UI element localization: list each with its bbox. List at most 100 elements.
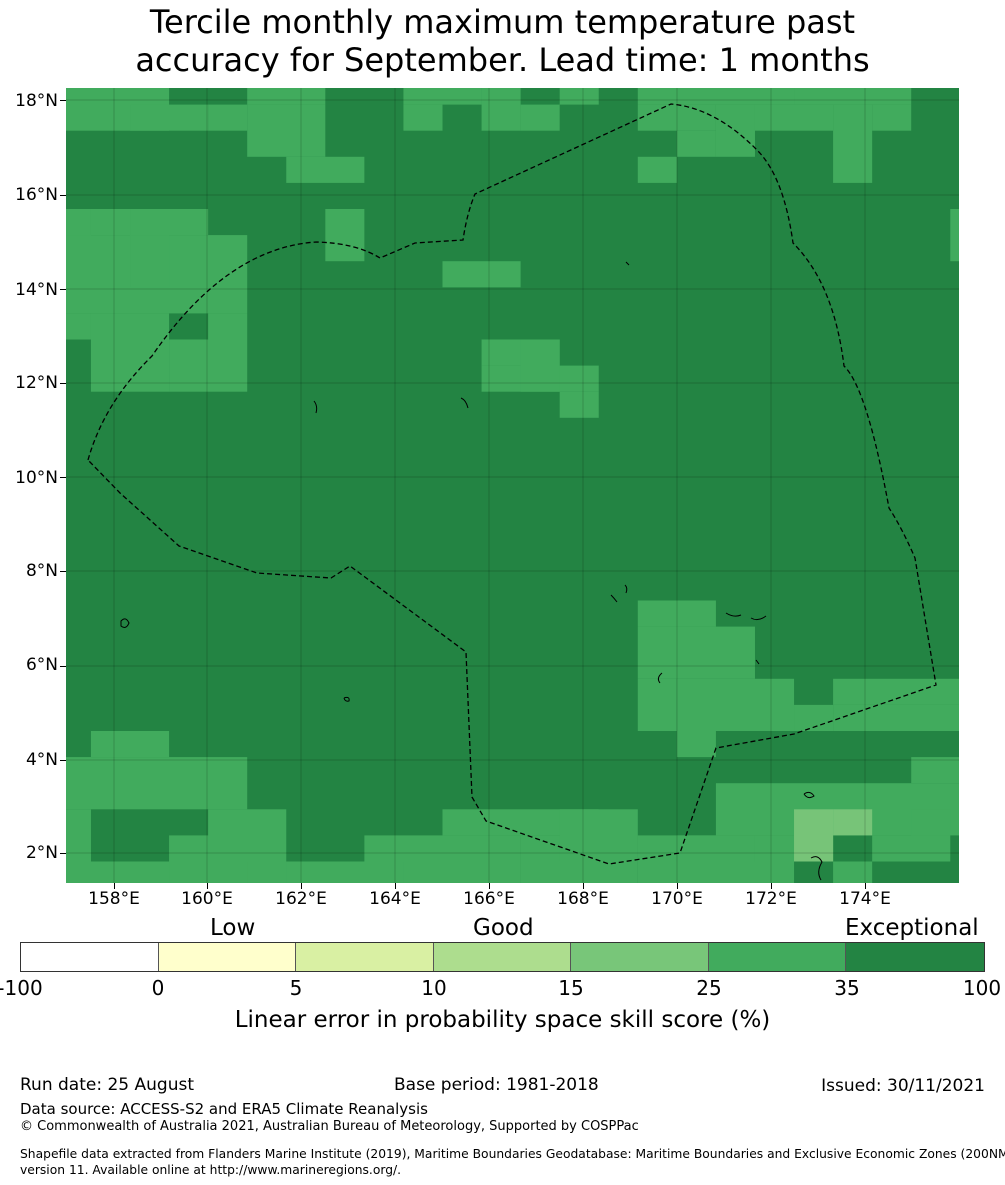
copyright: © Commonwealth of Australia 2021, Austra… xyxy=(20,1119,639,1134)
skill-cell xyxy=(66,809,91,862)
lat-label-2n: 2°N xyxy=(25,843,58,863)
lat-tick xyxy=(60,477,66,478)
skill-cell xyxy=(676,835,755,862)
lat-label-14n: 14°N xyxy=(15,280,58,300)
skill-cell xyxy=(247,104,326,157)
skill-cell xyxy=(559,391,599,418)
issued-date: Issued: 30/11/2021 xyxy=(821,1076,985,1096)
lat-label-12n: 12°N xyxy=(15,373,58,393)
skill-cell xyxy=(637,678,677,731)
lon-label-162e: 162°E xyxy=(275,889,327,909)
skill-cell xyxy=(130,235,170,288)
atoll-outlines xyxy=(120,261,823,881)
lat-tick xyxy=(60,289,66,290)
lat-label-18n: 18°N xyxy=(15,91,58,111)
lat-label-16n: 16°N xyxy=(15,185,58,205)
skill-cell xyxy=(520,104,560,131)
lat-label-6n: 6°N xyxy=(25,655,58,675)
skill-cell xyxy=(90,731,170,758)
lon-tick xyxy=(301,883,302,889)
skill-cell xyxy=(637,88,795,105)
skill-cell xyxy=(208,104,248,131)
run-date: Run date: 25 August xyxy=(20,1075,194,1095)
skill-cell xyxy=(794,809,834,862)
skill-map xyxy=(66,88,959,883)
skill-map-canvas xyxy=(66,88,959,883)
skill-cells xyxy=(66,88,959,883)
colorbar-tick-35: 35 xyxy=(834,976,860,1000)
skill-cell xyxy=(911,757,959,784)
lat-tick xyxy=(60,195,66,196)
skill-colorbar xyxy=(20,942,985,972)
lon-tick xyxy=(583,883,584,889)
legend-category-low: Low xyxy=(210,915,256,941)
map-background xyxy=(66,88,959,883)
skill-cell xyxy=(286,156,365,183)
lon-label-160e: 160°E xyxy=(181,889,233,909)
lon-tick xyxy=(677,883,678,889)
skill-cell xyxy=(911,809,951,836)
skill-cell xyxy=(833,704,959,731)
colorbar-tick-15: 15 xyxy=(558,976,584,1000)
lon-tick xyxy=(865,883,866,889)
skill-cell xyxy=(442,261,521,288)
skill-cell xyxy=(950,209,959,262)
lat-label-4n: 4°N xyxy=(25,750,58,770)
skill-cell xyxy=(559,809,638,862)
colorbar-tick-10: 10 xyxy=(421,976,447,1000)
colorbar-tick-25: 25 xyxy=(696,976,722,1000)
eez-boundary xyxy=(87,103,937,865)
colorbar-segment xyxy=(846,943,984,971)
lat-tick xyxy=(60,853,66,854)
skill-cell xyxy=(559,88,599,105)
map-title-line1: Tercile monthly maximum temperature past xyxy=(149,3,856,41)
skill-cell xyxy=(130,209,209,236)
skill-cell xyxy=(637,626,755,679)
skill-cell xyxy=(90,313,170,392)
skill-cell xyxy=(130,104,209,131)
colorbar-title: Linear error in probability space skill … xyxy=(234,1007,771,1033)
map-title-line2: accuracy for September. Lead time: 1 mon… xyxy=(135,41,870,79)
lon-tick xyxy=(395,883,396,889)
skill-cell xyxy=(833,861,873,883)
lat-tick xyxy=(60,100,66,101)
lon-label-158e: 158°E xyxy=(88,889,140,909)
legend-category-good: Good xyxy=(473,915,534,941)
lon-label-166e: 166°E xyxy=(463,889,515,909)
colorbar-tick-100: 100 xyxy=(962,976,1002,1000)
lon-tick xyxy=(771,883,772,889)
lon-label-170e: 170°E xyxy=(651,889,703,909)
lat-label-8n: 8°N xyxy=(25,561,58,581)
skill-cell xyxy=(833,678,959,705)
skill-cell xyxy=(637,600,716,627)
shapefile-credit-line1: Shapefile data extracted from Flanders M… xyxy=(20,1147,1005,1161)
colorbar-segment xyxy=(433,943,572,971)
skill-cell xyxy=(403,104,443,131)
skill-cell xyxy=(286,861,404,883)
lon-tick xyxy=(489,883,490,889)
colorbar-tick-m100: -100 xyxy=(0,976,43,1000)
legend-category-exceptional: Exceptional xyxy=(845,915,979,941)
lon-label-172e: 172°E xyxy=(745,889,797,909)
lon-label-174e: 174°E xyxy=(839,889,891,909)
skill-cell xyxy=(208,313,248,340)
colorbar-segment xyxy=(571,943,709,971)
skill-cell xyxy=(872,835,951,862)
lat-tick xyxy=(60,760,66,761)
colorbar-segment xyxy=(708,943,847,971)
skill-cell xyxy=(833,104,873,183)
skill-cell xyxy=(247,88,326,105)
skill-cell xyxy=(794,88,912,105)
skill-cell xyxy=(520,339,560,392)
lon-label-168e: 168°E xyxy=(557,889,609,909)
skill-cell xyxy=(169,339,248,392)
skill-cell xyxy=(637,156,677,183)
base-period: Base period: 1981-2018 xyxy=(394,1075,599,1095)
skill-cell xyxy=(637,104,716,131)
skill-cell xyxy=(66,313,91,340)
colorbar-tick-0: 0 xyxy=(151,976,165,1000)
data-source: Data source: ACCESS-S2 and ERA5 Climate … xyxy=(20,1100,428,1118)
skill-cell xyxy=(403,88,482,105)
skill-cell xyxy=(676,678,795,731)
skill-cell xyxy=(676,731,716,758)
